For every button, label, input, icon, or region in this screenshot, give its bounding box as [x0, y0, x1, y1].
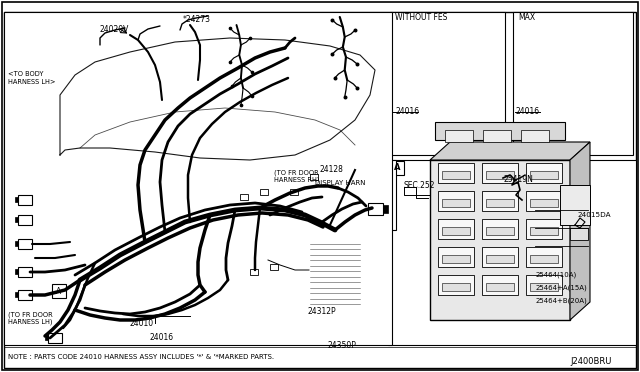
Bar [530, 199, 558, 207]
Bar [18, 290, 32, 300]
Bar [526, 219, 562, 239]
Bar [435, 122, 565, 140]
Text: 24020V: 24020V [100, 26, 129, 35]
Bar [438, 247, 474, 267]
Bar [530, 171, 558, 179]
Bar [15, 241, 18, 246]
Bar [308, 232, 362, 310]
Text: MAX: MAX [518, 13, 535, 22]
Bar [442, 283, 470, 291]
Bar [45, 335, 48, 340]
Text: 25464+B(20A): 25464+B(20A) [536, 298, 588, 304]
Bar [270, 264, 278, 270]
Text: 24350P: 24350P [328, 340, 357, 350]
Bar [15, 197, 18, 202]
Text: J2400BRU: J2400BRU [570, 357, 611, 366]
Bar [486, 255, 514, 263]
Bar [390, 161, 404, 175]
Bar [526, 191, 562, 211]
Bar [486, 171, 514, 179]
Bar [388, 160, 636, 345]
Bar [530, 227, 558, 235]
Bar [442, 255, 470, 263]
Text: (TO FR DOOR
HARNESS LH): (TO FR DOOR HARNESS LH) [8, 311, 52, 325]
Text: SEC.252: SEC.252 [404, 180, 435, 189]
Bar [521, 130, 549, 142]
Text: NOTE : PARTS CODE 24010 HARNESS ASSY INCLUDES '*' & '*MARKED PARTS.: NOTE : PARTS CODE 24010 HARNESS ASSY INC… [8, 354, 274, 360]
Text: A: A [394, 164, 400, 173]
Bar [48, 333, 62, 343]
Text: WITHOUT FES: WITHOUT FES [395, 13, 447, 22]
Bar [442, 199, 470, 207]
Bar [390, 12, 505, 155]
Bar [560, 185, 590, 225]
Text: 24010: 24010 [130, 318, 154, 327]
Bar [438, 275, 474, 295]
Bar [260, 189, 268, 195]
Bar [482, 247, 518, 267]
Bar [530, 283, 558, 291]
Bar [15, 269, 18, 274]
Bar [442, 171, 470, 179]
Bar [482, 163, 518, 183]
Polygon shape [570, 142, 590, 320]
Bar [310, 174, 318, 180]
Bar [15, 292, 18, 297]
Bar [442, 227, 470, 235]
Bar [483, 130, 511, 142]
Bar [526, 247, 562, 267]
Text: 25464(10A): 25464(10A) [536, 272, 577, 278]
Bar [52, 284, 66, 298]
Bar [250, 269, 258, 275]
Bar [18, 215, 32, 225]
Bar [570, 192, 588, 204]
Bar [368, 203, 383, 215]
Bar [4, 12, 392, 345]
Bar [526, 275, 562, 295]
Bar [570, 228, 588, 240]
Bar [482, 191, 518, 211]
Bar [308, 160, 396, 230]
Bar [570, 210, 588, 222]
Text: 24128: 24128 [320, 166, 344, 174]
Text: 24016: 24016 [395, 108, 419, 116]
Bar [15, 217, 18, 222]
Bar [438, 191, 474, 211]
Text: (TO FR DOOR
HARNESS RH): (TO FR DOOR HARNESS RH) [274, 169, 319, 183]
Bar [438, 163, 474, 183]
Text: 25464+A(15A): 25464+A(15A) [536, 285, 588, 291]
Bar [18, 239, 32, 249]
Bar [430, 160, 570, 320]
Bar [482, 275, 518, 295]
Bar [327, 222, 335, 230]
Polygon shape [430, 142, 590, 160]
Text: DISPLAY HARN: DISPLAY HARN [315, 180, 365, 186]
Bar [240, 194, 248, 200]
Text: <TO BODY
HARNESS LH>: <TO BODY HARNESS LH> [8, 71, 56, 84]
Text: A: A [56, 286, 61, 295]
Bar [383, 205, 388, 213]
Bar [530, 255, 558, 263]
Text: 24312P: 24312P [308, 308, 337, 317]
Text: *24273: *24273 [183, 16, 211, 25]
Text: 24016: 24016 [150, 334, 174, 343]
Bar [486, 227, 514, 235]
Bar [486, 283, 514, 291]
Text: 24015DA: 24015DA [577, 212, 611, 218]
Text: 25419N: 25419N [503, 176, 533, 185]
Bar [290, 189, 298, 195]
Text: 24016: 24016 [516, 108, 540, 116]
Bar [438, 219, 474, 239]
Bar [445, 130, 473, 142]
Bar [486, 199, 514, 207]
Bar [482, 219, 518, 239]
Bar [18, 195, 32, 205]
Bar [18, 267, 32, 277]
Bar [526, 163, 562, 183]
Bar [513, 12, 633, 155]
